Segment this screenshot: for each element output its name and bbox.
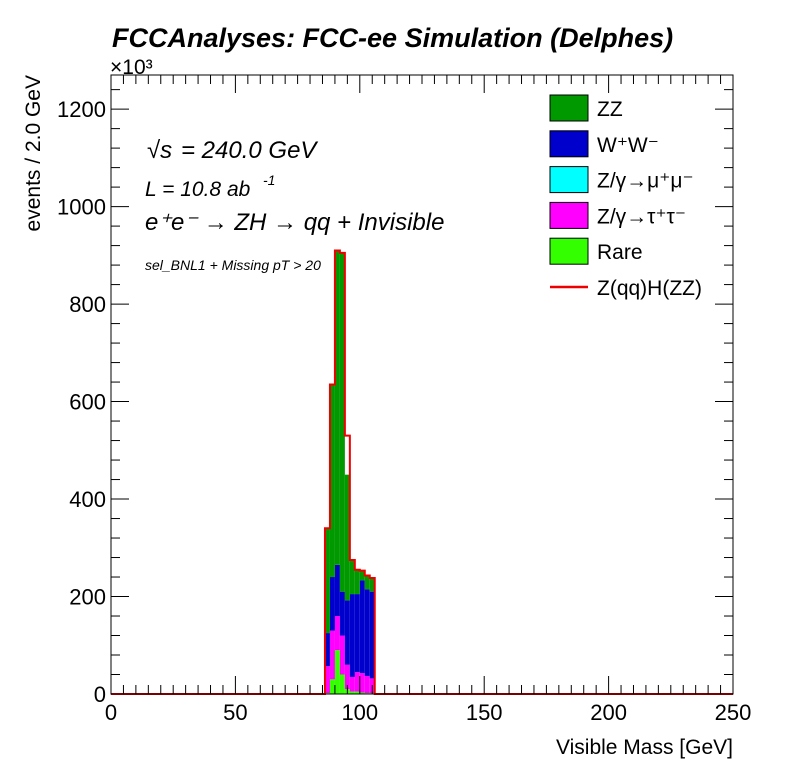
y-tick-labels: 0 200 400 600 800 1000 1200 bbox=[57, 97, 106, 707]
chart-title: FCCAnalyses: FCC-ee Simulation (Delphes) bbox=[112, 23, 673, 53]
legend-label: ZZ bbox=[597, 98, 623, 121]
bar-Z/γ→τ⁺τ⁻ bbox=[349, 676, 355, 692]
y-tick-label: 0 bbox=[94, 682, 106, 707]
y-tick-label: 1000 bbox=[57, 195, 106, 220]
x-tick-label: 100 bbox=[341, 700, 378, 725]
lumi-text: L = 10.8 ab bbox=[145, 178, 251, 201]
sqrt-s-symbol: √s bbox=[147, 137, 172, 164]
bar-ZZ bbox=[369, 577, 375, 592]
legend-swatch bbox=[549, 237, 589, 265]
bar-W⁺W⁻ bbox=[344, 600, 350, 665]
bar-W⁺W⁻ bbox=[354, 594, 360, 673]
bar-Rare bbox=[334, 650, 340, 694]
y-axis-multiplier: ×10³ bbox=[110, 56, 153, 79]
x-tick-labels: 0 50 100 150 200 250 bbox=[105, 700, 751, 725]
histogram-bars bbox=[324, 250, 375, 694]
y-tick-label: 1200 bbox=[57, 97, 106, 122]
legend-swatch bbox=[549, 166, 589, 194]
y-tick-label: 800 bbox=[69, 292, 106, 317]
signal-histogram bbox=[111, 249, 733, 695]
bar-Z/γ→τ⁺τ⁻ bbox=[329, 630, 335, 680]
bar-Rare bbox=[329, 679, 335, 694]
bar-ZZ bbox=[364, 575, 370, 590]
x-tick-label: 50 bbox=[223, 700, 247, 725]
bar-ZZ bbox=[344, 474, 350, 601]
bar-ZZ bbox=[354, 569, 360, 595]
legend-swatch bbox=[549, 130, 589, 158]
bar-Rare bbox=[359, 692, 365, 694]
bar-W⁺W⁻ bbox=[349, 594, 355, 677]
legend-label: Z/γ→μ⁺μ⁻ bbox=[597, 170, 694, 193]
lumi-exponent: -1 bbox=[263, 172, 275, 188]
bar-ZZ bbox=[334, 250, 340, 565]
x-tick-label: 250 bbox=[715, 700, 752, 725]
x-axis-label: Visible Mass [GeV] bbox=[556, 736, 733, 759]
bar-W⁺W⁻ bbox=[364, 589, 370, 676]
x-tick-label: 0 bbox=[105, 700, 117, 725]
bar-Z/γ→τ⁺τ⁻ bbox=[334, 616, 340, 651]
bar-Rare bbox=[354, 691, 360, 694]
annotation-sqrt-s: √s = 240.0 GeV bbox=[147, 137, 318, 164]
bar-ZZ bbox=[359, 570, 365, 581]
legend-label: W⁺W⁻ bbox=[597, 134, 659, 157]
bar-W⁺W⁻ bbox=[369, 591, 375, 679]
bar-Z/γ→τ⁺τ⁻ bbox=[354, 672, 360, 692]
sqrt-s-value: = 240.0 GeV bbox=[181, 137, 318, 164]
bar-Z/γ→τ⁺τ⁻ bbox=[359, 673, 365, 693]
bar-Z/γ→τ⁺τ⁻ bbox=[364, 675, 370, 694]
annotation-selection: sel_BNL1 + Missing pT > 20 bbox=[145, 257, 321, 273]
bar-Rare bbox=[339, 674, 345, 694]
legend-label: Rare bbox=[597, 241, 643, 264]
bar-W⁺W⁻ bbox=[339, 591, 345, 636]
legend-label: Z/γ→τ⁺τ⁻ bbox=[597, 205, 686, 228]
y-tick-label: 600 bbox=[69, 390, 106, 415]
y-tick-label: 200 bbox=[69, 585, 106, 610]
bar-ZZ bbox=[339, 252, 345, 592]
annotation-lumi: L = 10.8 ab -1 bbox=[145, 172, 275, 201]
bar-Z/γ→τ⁺τ⁻ bbox=[339, 635, 345, 675]
bar-W⁺W⁻ bbox=[359, 580, 365, 674]
annotation-process: e⁺e⁻ → ZH → qq + Invisible bbox=[145, 209, 444, 236]
x-tick-label: 200 bbox=[590, 700, 627, 725]
bar-ZZ bbox=[324, 528, 330, 634]
bar-W⁺W⁻ bbox=[334, 564, 340, 617]
bar-Z/γ→τ⁺τ⁻ bbox=[344, 664, 350, 690]
y-tick-label: 400 bbox=[69, 487, 106, 512]
bar-Z/γ→τ⁺τ⁻ bbox=[324, 666, 330, 694]
y-axis-label: events / 2.0 GeV bbox=[22, 75, 45, 231]
bar-Rare bbox=[349, 691, 355, 694]
bar-W⁺W⁻ bbox=[329, 577, 335, 631]
bar-ZZ bbox=[329, 384, 335, 578]
legend-swatch bbox=[549, 94, 589, 122]
plot-frame bbox=[110, 74, 734, 695]
legend-swatch bbox=[549, 201, 589, 229]
axis-ticks bbox=[110, 75, 734, 695]
bar-W⁺W⁻ bbox=[324, 633, 330, 667]
legend-label: Z(qq)H(ZZ) bbox=[597, 277, 702, 300]
x-tick-label: 150 bbox=[466, 700, 503, 725]
bar-ZZ bbox=[349, 559, 355, 595]
signal-line bbox=[111, 249, 733, 695]
legend: ZZ W⁺W⁻ Z/γ→μ⁺μ⁻ Z/γ→τ⁺τ⁻ Rare Z(qq)H(ZZ) bbox=[549, 94, 702, 300]
